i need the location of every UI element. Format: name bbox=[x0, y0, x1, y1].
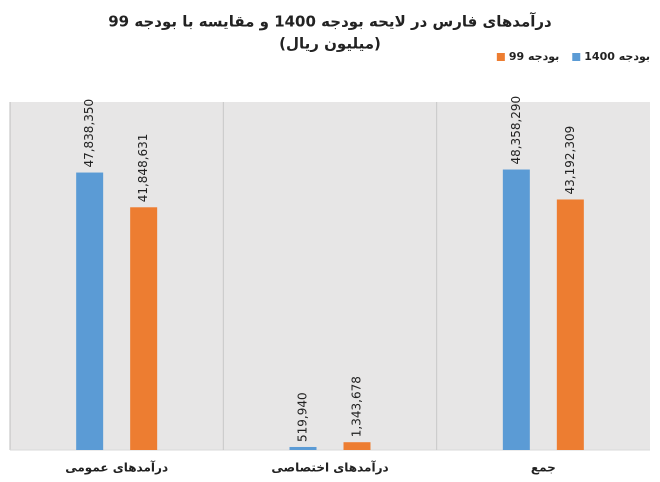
data-label: 519,940 bbox=[296, 392, 310, 442]
bar bbox=[76, 172, 104, 450]
plot-area bbox=[10, 102, 650, 450]
legend-label: بودجه 1400 bbox=[584, 50, 650, 63]
chart-subtitle: (میلیون ریال) bbox=[279, 35, 381, 53]
x-tick-label: درآمدهای عمومی bbox=[65, 460, 168, 476]
data-label: 1,343,678 bbox=[350, 376, 364, 437]
data-label: 43,192,309 bbox=[563, 126, 577, 195]
data-label: 48,358,290 bbox=[509, 96, 523, 165]
data-label: 47,838,350 bbox=[82, 99, 96, 168]
bar bbox=[343, 442, 371, 450]
bar bbox=[130, 207, 158, 450]
bar bbox=[502, 169, 530, 450]
chart-title: درآمدهای فارس در لایحه بودجه 1400 و مقای… bbox=[108, 13, 552, 31]
x-tick-label: جمع bbox=[531, 461, 556, 475]
bar bbox=[556, 199, 584, 450]
legend-label: بودجه 99 bbox=[509, 50, 559, 63]
bar bbox=[289, 446, 317, 450]
data-label: 41,848,631 bbox=[136, 134, 150, 203]
x-tick-label: درآمدهای اختصاصی bbox=[271, 460, 388, 475]
legend-swatch bbox=[572, 53, 581, 61]
legend-swatch bbox=[496, 53, 505, 61]
